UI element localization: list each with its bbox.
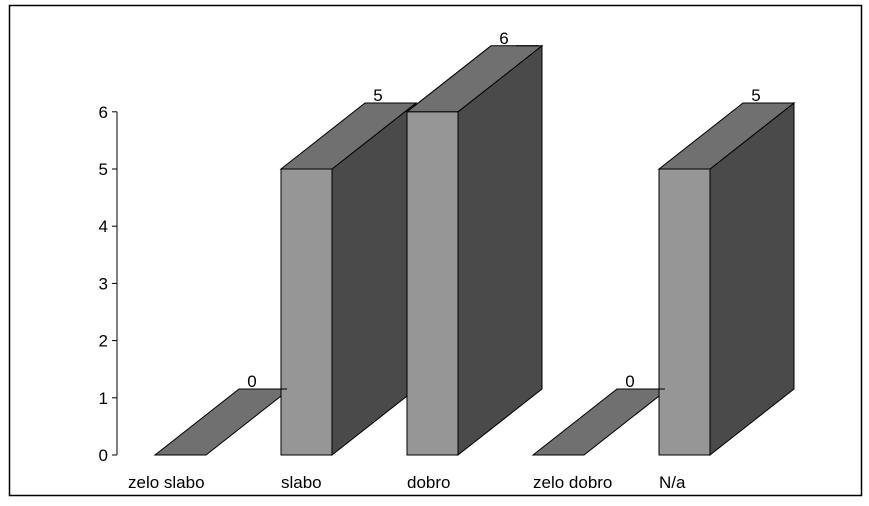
bar-top-face bbox=[657, 102, 796, 170]
y-tick-label: 1 bbox=[99, 389, 108, 408]
y-tick-label: 5 bbox=[99, 160, 108, 179]
data-label: 6 bbox=[499, 29, 508, 48]
bar-n-a bbox=[657, 101, 796, 457]
data-label: 5 bbox=[373, 86, 382, 105]
y-tick-label: 6 bbox=[99, 103, 108, 122]
bar-top-face bbox=[405, 45, 544, 113]
data-label: 0 bbox=[625, 372, 634, 391]
bar-dobro bbox=[405, 44, 544, 457]
y-axis: 0 1 2 3 4 5 6 bbox=[99, 103, 118, 465]
data-label: 5 bbox=[751, 86, 760, 105]
y-tick-label: 0 bbox=[99, 446, 108, 465]
x-category-label: zelo dobro bbox=[533, 473, 612, 492]
data-label: 0 bbox=[247, 372, 256, 391]
x-category-label: slabo bbox=[281, 473, 322, 492]
bar-front-face bbox=[406, 111, 459, 456]
bars-group bbox=[153, 44, 796, 457]
bar-front-face bbox=[658, 168, 711, 456]
bar-slabo bbox=[279, 101, 418, 457]
bar-top-face bbox=[279, 102, 418, 170]
x-category-label: dobro bbox=[407, 473, 450, 492]
labels-group: 0 zelo slabo 5 slabo 6 dobro 0 zelo dobro 5 N/a bbox=[128, 29, 791, 492]
y-tick-label: 3 bbox=[99, 274, 108, 293]
bar-side-face bbox=[457, 44, 543, 457]
bar-front-face bbox=[280, 168, 333, 456]
x-category-label: zelo slabo bbox=[128, 473, 205, 492]
x-category-label: N/a bbox=[659, 473, 686, 492]
y-tick-label: 4 bbox=[99, 217, 108, 236]
y-tick-label: 2 bbox=[99, 332, 108, 351]
